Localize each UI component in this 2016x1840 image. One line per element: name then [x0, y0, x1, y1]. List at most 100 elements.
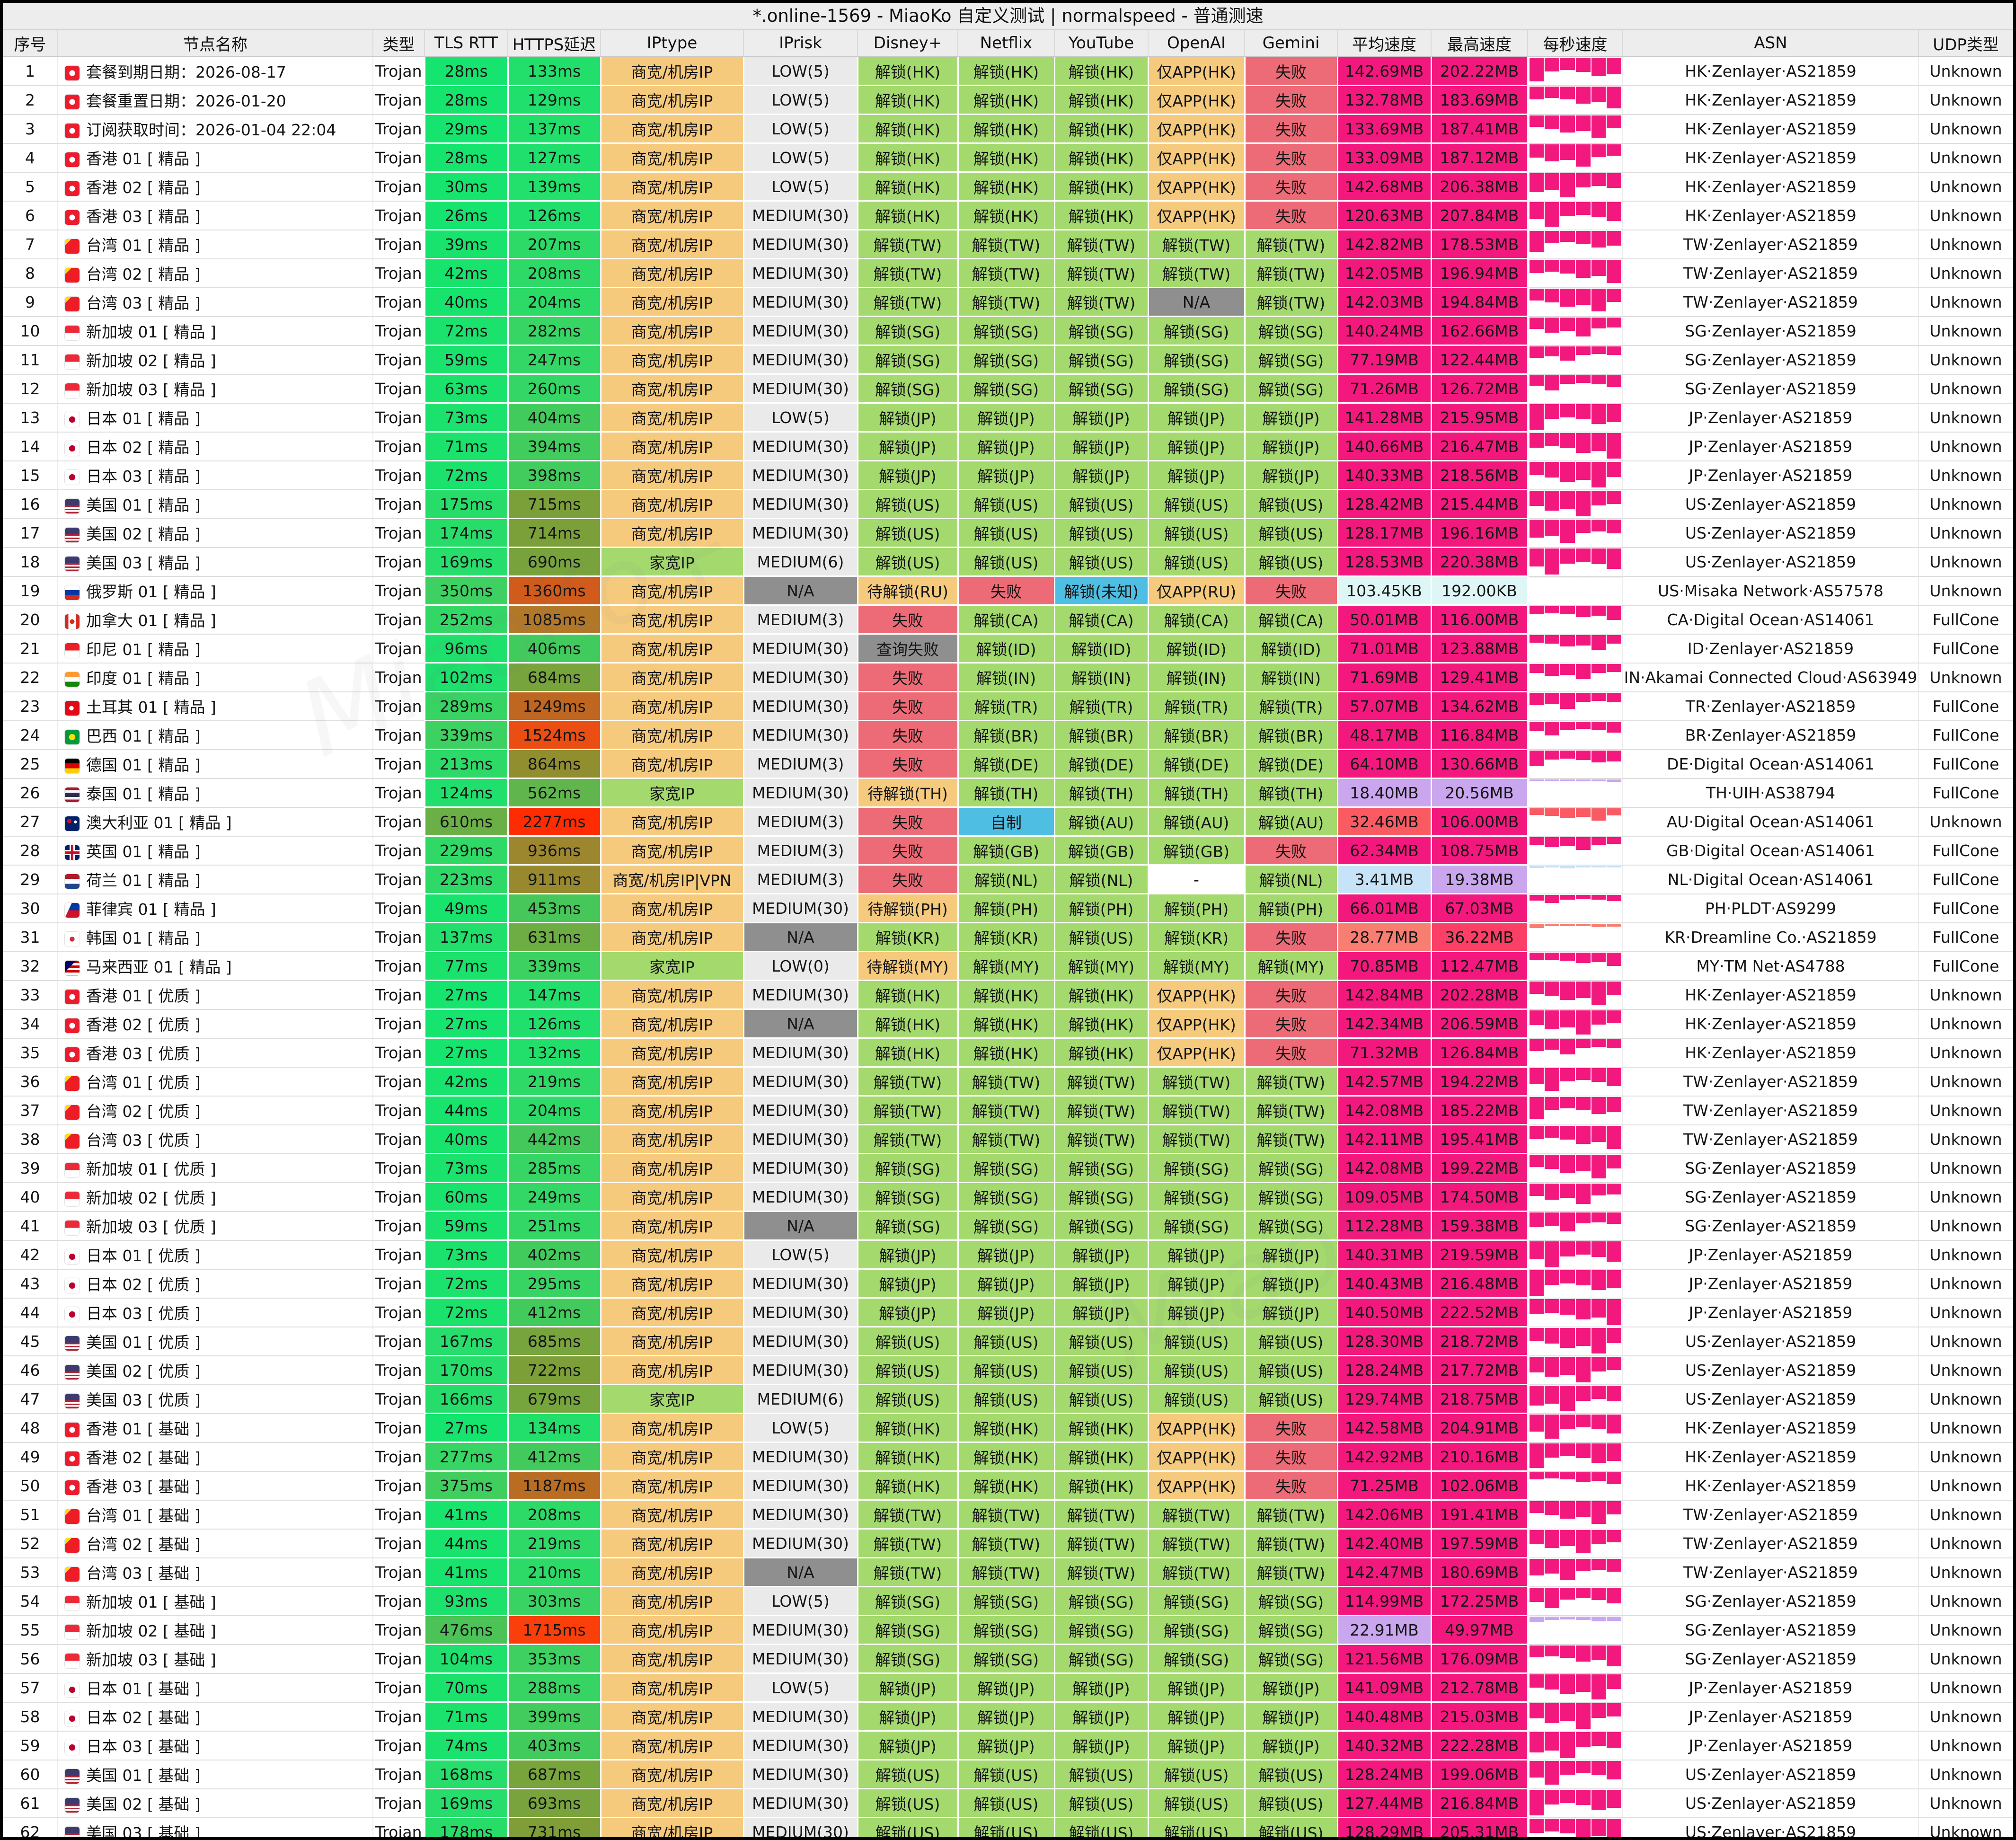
row-index: 28 — [3, 836, 58, 866]
row-index: 35 — [3, 1038, 58, 1068]
ip-risk: MEDIUM(6) — [743, 1384, 858, 1414]
node-name-label: 新加坡 02 [ 基础 ] — [86, 1622, 216, 1640]
row-index: 40 — [3, 1182, 58, 1212]
https-latency: 288ms — [507, 1672, 601, 1703]
disney-status: 解锁(US) — [857, 1326, 959, 1356]
per-second-speed-bars — [1528, 635, 1622, 662]
ip-risk: MEDIUM(30) — [743, 778, 858, 808]
netflix-status: 解锁(BR) — [957, 720, 1055, 750]
disney-status: 查询失败 — [857, 633, 959, 663]
max-speed: 67.03MB — [1430, 893, 1529, 923]
netflix-status: 解锁(US) — [957, 1384, 1055, 1414]
openai-status: 解锁(KR) — [1147, 922, 1246, 952]
gemini-status: 解锁(SG) — [1244, 1586, 1338, 1616]
ip-type: 商宽/机房IP — [600, 142, 744, 173]
https-latency: 134ms — [507, 1413, 601, 1443]
node-name: 订阅获取时间：2026-01-04 22:04 — [58, 114, 373, 144]
tls-rtt: 476ms — [424, 1615, 509, 1645]
node-name: 德国 01 [ 精品 ] — [58, 749, 373, 779]
row-index: 27 — [3, 807, 58, 837]
udp-type: Unknown — [1919, 201, 2013, 230]
node-name: 台湾 01 [ 基础 ] — [58, 1500, 373, 1530]
https-latency: 219ms — [507, 1066, 601, 1097]
max-speed: 126.72MB — [1430, 373, 1529, 404]
table-row: 39 新加坡 01 [ 优质 ] Trojan 73ms 285ms 商宽/机房IP MED… — [3, 1153, 2013, 1183]
node-name-label: 台湾 01 [ 精品 ] — [86, 236, 201, 255]
ip-risk: MEDIUM(30) — [743, 1788, 858, 1818]
https-latency: 402ms — [507, 1239, 601, 1270]
gemini-status: 解锁(US) — [1244, 518, 1338, 548]
country-flag-icon — [65, 354, 80, 369]
ip-risk: LOW(5) — [743, 142, 858, 173]
country-flag-icon — [65, 1221, 80, 1235]
country-flag-icon — [65, 1567, 80, 1582]
node-name: 新加坡 03 [ 优质 ] — [58, 1211, 373, 1241]
country-flag-icon — [65, 124, 80, 138]
column-header-9: YouTube — [1054, 30, 1149, 57]
openai-status: 解锁(SG) — [1147, 1615, 1246, 1645]
ip-risk: MEDIUM(30) — [743, 633, 858, 663]
tls-rtt: 375ms — [424, 1470, 509, 1501]
netflix-status: 解锁(TW) — [957, 229, 1055, 259]
avg-speed: 142.82MB — [1336, 229, 1432, 259]
youtube-status: 解锁(US) — [1053, 518, 1149, 548]
avg-speed: 66.01MB — [1336, 893, 1432, 923]
asn: HK·Zenlayer·AS21859 — [1623, 85, 1919, 115]
node-name-label: 荷兰 01 [ 精品 ] — [86, 871, 201, 890]
gemini-status: 解锁(JP) — [1244, 1701, 1338, 1732]
ip-risk: MEDIUM(30) — [743, 1701, 858, 1732]
speed-sparkline — [1528, 1702, 1623, 1732]
node-type: Trojan — [373, 518, 425, 548]
udp-type: FullCone — [1919, 922, 2013, 952]
https-latency: 412ms — [507, 1442, 601, 1472]
ip-risk: MEDIUM(30) — [743, 1153, 858, 1183]
avg-speed: 140.24MB — [1336, 316, 1432, 346]
avg-speed: 142.84MB — [1336, 980, 1432, 1010]
disney-status: 待解锁(TH) — [857, 778, 959, 808]
youtube-status: 解锁(HK) — [1053, 1008, 1149, 1039]
netflix-status: 解锁(JP) — [957, 460, 1055, 490]
max-speed: 215.44MB — [1430, 489, 1529, 519]
country-flag-icon — [65, 1480, 80, 1495]
table-row: 45 美国 01 [ 优质 ] Trojan 167ms 685ms 商宽/机房IP MED… — [3, 1326, 2013, 1356]
netflix-status: 解锁(SG) — [957, 345, 1055, 375]
max-speed: 207.84MB — [1430, 200, 1529, 230]
max-speed: 215.95MB — [1430, 402, 1529, 433]
ip-risk: MEDIUM(30) — [743, 1326, 858, 1356]
disney-status: 解锁(HK) — [857, 85, 959, 115]
https-latency: 714ms — [507, 518, 601, 548]
tls-rtt: 26ms — [424, 200, 509, 230]
gemini-status: 失败 — [1244, 1008, 1338, 1039]
asn: HK·Zenlayer·AS21859 — [1623, 1442, 1919, 1472]
https-latency: 251ms — [507, 1211, 601, 1241]
ip-risk: MEDIUM(30) — [743, 1182, 858, 1212]
ip-type: 商宽/机房IP — [600, 373, 744, 404]
node-name: 印度 01 [ 精品 ] — [58, 663, 373, 692]
ip-type: 商宽/机房IP — [600, 258, 744, 288]
disney-status: 解锁(JP) — [857, 1268, 959, 1299]
gemini-status: 解锁(SG) — [1244, 1153, 1338, 1183]
tls-rtt: 72ms — [424, 316, 509, 346]
disney-status: 解锁(KR) — [857, 922, 959, 952]
openai-status: 解锁(SG) — [1147, 1586, 1246, 1616]
https-latency: 285ms — [507, 1153, 601, 1183]
tls-rtt: 175ms — [424, 489, 509, 519]
disney-status: 解锁(SG) — [857, 1586, 959, 1616]
disney-status: 解锁(TW) — [857, 229, 959, 259]
ip-risk: N/A — [743, 1008, 858, 1039]
per-second-speed-bars — [1528, 318, 1622, 344]
youtube-status: 解锁(HK) — [1053, 171, 1149, 202]
youtube-status: 解锁(TW) — [1053, 229, 1149, 259]
youtube-status: 解锁(TR) — [1053, 691, 1149, 721]
ip-type: 商宽/机房IP — [600, 460, 744, 490]
node-type: Trojan — [373, 172, 425, 202]
table-row: 51 台湾 01 [ 基础 ] Trojan 41ms 208ms 商宽/机房IP MEDI… — [3, 1499, 2013, 1530]
node-name: 美国 03 [ 优质 ] — [58, 1384, 373, 1414]
table-row: 30 菲律宾 01 [ 精品 ] Trojan 49ms 453ms 商宽/机房IP MED… — [3, 893, 2013, 923]
table-row: 19 俄罗斯 01 [ 精品 ] Trojan 350ms 1360ms 商宽/机房IP N… — [3, 575, 2013, 606]
speed-sparkline — [1528, 980, 1623, 1010]
avg-speed: 18.40MB — [1336, 778, 1432, 808]
node-name: 澳大利亚 01 [ 精品 ] — [58, 807, 373, 837]
column-header-4: HTTPS延迟 — [508, 30, 601, 57]
table-row: 62 美国 03 [ 基础 ] Trojan 178ms 731ms 商宽/机房IP MED… — [3, 1817, 2013, 1837]
